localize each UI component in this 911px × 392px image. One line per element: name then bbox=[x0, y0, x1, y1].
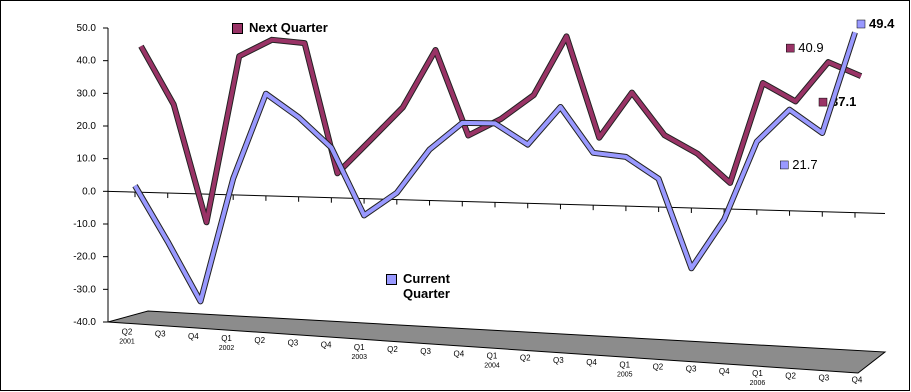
label-marker bbox=[786, 43, 795, 53]
y-tick-label: 0.0 bbox=[82, 186, 96, 197]
x-tick-label: 2001 bbox=[119, 338, 135, 345]
x-tick-label: Q1 bbox=[354, 343, 365, 352]
x-tick-label: Q3 bbox=[288, 338, 299, 347]
x-tick-label: Q1 bbox=[221, 334, 232, 343]
legend-label: Next Quarter bbox=[249, 20, 328, 35]
data-label: 21.7 bbox=[792, 157, 817, 172]
y-tick-label: -30.0 bbox=[73, 284, 96, 295]
label-marker bbox=[780, 160, 789, 170]
label-marker bbox=[818, 97, 828, 107]
x-tick-label: Q2 bbox=[653, 363, 664, 372]
x-tick-label: 2003 bbox=[351, 354, 367, 361]
data-label: 40.9 bbox=[798, 40, 823, 55]
x-tick-label: Q2 bbox=[254, 336, 265, 345]
x-tick-label: 2004 bbox=[484, 363, 500, 370]
series-line bbox=[139, 34, 862, 225]
legend-swatch bbox=[232, 23, 243, 34]
x-tick-label: Q4 bbox=[852, 376, 863, 385]
x-tick-label: Q3 bbox=[686, 365, 697, 374]
zero-line bbox=[107, 190, 886, 214]
x-tick-label: Q4 bbox=[719, 367, 730, 376]
x-tick-label: Q3 bbox=[553, 356, 564, 365]
y-tick-label: 20.0 bbox=[77, 121, 97, 132]
legend-label: Current Quarter bbox=[403, 271, 450, 301]
data-label: 49.4 bbox=[869, 16, 895, 31]
x-tick-label: Q1 bbox=[752, 369, 763, 378]
series-line bbox=[133, 31, 857, 304]
x-tick-label: Q4 bbox=[188, 332, 199, 341]
y-tick-label: 10.0 bbox=[77, 154, 97, 165]
x-tick-label: Q2 bbox=[387, 345, 398, 354]
y-tick-label: -20.0 bbox=[73, 252, 96, 263]
legend-entry: Next Quarter bbox=[232, 20, 328, 35]
legend-swatch bbox=[386, 274, 397, 285]
x-tick-label: Q1 bbox=[487, 352, 498, 361]
y-tick-label: 50.0 bbox=[77, 23, 97, 34]
x-tick-label: Q3 bbox=[818, 373, 829, 382]
data-label: 37.1 bbox=[831, 94, 856, 109]
x-tick-label: Q2 bbox=[122, 327, 133, 336]
x-tick-label: Q4 bbox=[586, 358, 597, 367]
legend-entry: Current Quarter bbox=[386, 271, 476, 301]
y-tick-label: 30.0 bbox=[77, 88, 97, 99]
x-tick-label: Q2 bbox=[520, 354, 531, 363]
y-tick-label: -40.0 bbox=[73, 317, 96, 328]
x-tick-label: Q3 bbox=[420, 347, 431, 356]
y-tick-label: 40.0 bbox=[77, 56, 97, 67]
x-tick-label: Q4 bbox=[453, 349, 464, 358]
floor bbox=[107, 310, 887, 374]
x-tick-label: 2005 bbox=[617, 371, 633, 378]
y-tick-label: -10.0 bbox=[73, 219, 96, 230]
x-tick-label: Q4 bbox=[321, 341, 332, 350]
x-tick-label: 2002 bbox=[219, 345, 235, 352]
x-tick-label: Q2 bbox=[785, 371, 796, 380]
x-tick-label: Q3 bbox=[155, 330, 166, 339]
label-marker bbox=[856, 19, 866, 29]
x-tick-label: 2006 bbox=[750, 380, 766, 387]
x-tick-label: Q1 bbox=[619, 360, 630, 369]
